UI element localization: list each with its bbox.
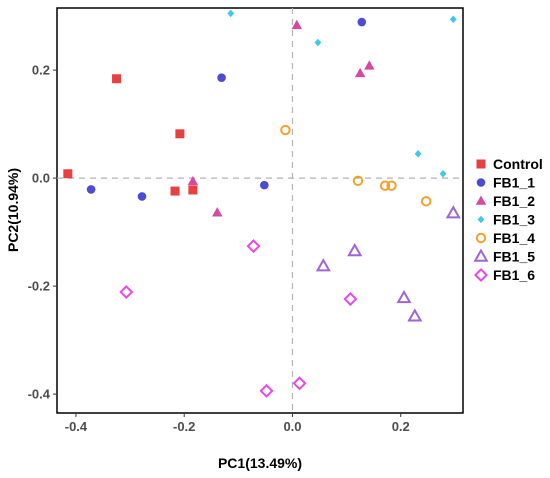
point-control <box>63 169 73 179</box>
legend-key-fb1-3 <box>477 215 485 224</box>
legend-label-fb1-6: FB1_6 <box>493 267 535 283</box>
point-control <box>188 185 198 195</box>
point-fb1-1 <box>357 17 367 27</box>
point-fb1-6 <box>292 376 307 391</box>
legend-key-fb1-2 <box>475 195 487 205</box>
point-fb1-1 <box>137 192 147 201</box>
x-axis-ticks: -0.4 -0.2 0.0 0.2 <box>65 413 410 434</box>
point-fb1-3 <box>414 150 422 158</box>
x-tick-label: -0.4 <box>65 419 88 434</box>
y-axis-title: PC2(10.94%) <box>5 168 21 252</box>
y-axis-ticks: -0.4 -0.2 0.0 0.2 <box>28 63 57 402</box>
point-fb1-5 <box>396 289 412 304</box>
x-tick-label: 0.0 <box>283 419 301 434</box>
point-fb1-6 <box>343 292 358 307</box>
legend-key-fb1-4 <box>475 232 487 244</box>
plot-panel <box>56 7 464 414</box>
point-fb1-6 <box>259 383 274 398</box>
point-fb1-2 <box>354 67 366 78</box>
point-fb1-3 <box>314 38 322 47</box>
point-fb1-1 <box>217 73 226 82</box>
point-control <box>112 74 122 84</box>
point-fb1-5 <box>315 258 331 272</box>
y-tick-label: -0.4 <box>28 387 51 402</box>
point-control <box>170 186 180 196</box>
legend-key-control <box>476 159 486 169</box>
point-fb1-3 <box>439 169 447 178</box>
legend-label-fb1-5: FB1_5 <box>493 249 535 265</box>
point-fb1-3 <box>449 15 457 24</box>
point-control <box>175 129 185 139</box>
legend-key-fb1-6 <box>473 267 489 283</box>
point-fb1-2 <box>212 207 223 217</box>
point-fb1-4 <box>386 180 397 191</box>
legend-label-fb1-2: FB1_2 <box>493 193 535 209</box>
point-fb1-2 <box>291 19 303 30</box>
point-fb1-5 <box>407 308 423 322</box>
point-fb1-4 <box>280 124 291 136</box>
point-fb1-2 <box>364 60 375 70</box>
point-fb1-4 <box>379 180 391 191</box>
y-tick-label: 0.2 <box>32 63 50 78</box>
x-tick-label: -0.2 <box>173 419 195 434</box>
point-fb1-4 <box>420 196 432 207</box>
x-tick-label: 0.2 <box>392 419 410 434</box>
point-fb1-6 <box>119 285 134 300</box>
point-fb1-2 <box>187 175 199 186</box>
y-tick-label: -0.2 <box>28 279 50 294</box>
legend-label-fb1-3: FB1_3 <box>493 212 535 228</box>
legend: Control FB1_1 FB1_2 FB1_3 FB1_4 FB1_5 FB1_6 <box>473 156 543 283</box>
point-fb1-5 <box>445 205 461 219</box>
point-fb1-1 <box>260 180 269 190</box>
legend-key-fb1-1 <box>476 178 486 187</box>
legend-label-fb1-4: FB1_4 <box>493 230 535 246</box>
point-fb1-5 <box>347 242 363 257</box>
x-axis-title: PC1(13.49%) <box>218 455 302 471</box>
legend-key-fb1-5 <box>473 248 489 262</box>
y-tick-label: 0.0 <box>32 171 50 186</box>
point-fb1-6 <box>246 239 261 254</box>
point-fb1-1 <box>86 185 96 194</box>
point-fb1-4 <box>352 175 364 187</box>
legend-label-fb1-1: FB1_1 <box>493 175 535 191</box>
legend-label-control: Control <box>493 156 543 172</box>
data-points <box>63 9 461 398</box>
point-fb1-3 <box>227 9 235 18</box>
